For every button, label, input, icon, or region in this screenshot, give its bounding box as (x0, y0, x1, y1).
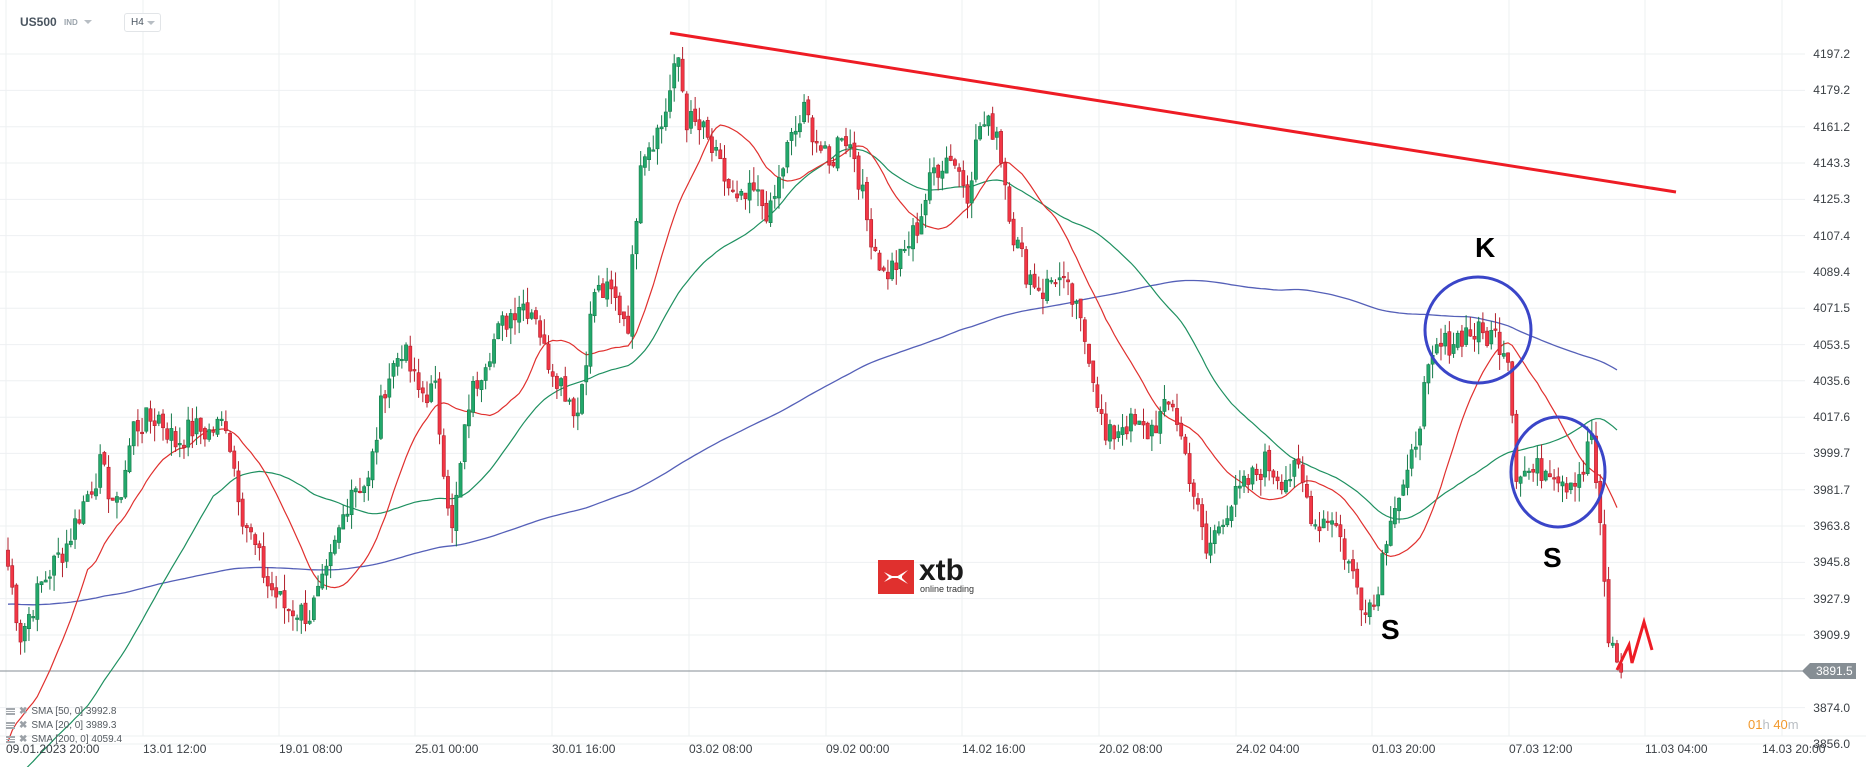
price-axis-label: 4197.2 (1813, 47, 1850, 61)
time-axis-label: 09.02 00:00 (826, 742, 890, 756)
time-axis-label: 19.01 08:00 (279, 742, 343, 756)
logo-brand: xtb (919, 554, 964, 587)
logo-tagline: online trading (920, 584, 975, 594)
annotation-s-right-label: S (1543, 542, 1562, 573)
remove-x-icon[interactable]: ✖ (19, 706, 28, 717)
price-axis-label: 3963.8 (1813, 519, 1850, 533)
remove-x-icon[interactable]: ✖ (19, 734, 28, 745)
sma-200-line (7, 279, 1618, 606)
s-circle-annotation[interactable] (1509, 415, 1607, 529)
projection-squiggle[interactable] (1615, 616, 1654, 671)
sma-50-line (26, 148, 1618, 767)
time-axis-label: 14.03 20:00 (1762, 742, 1826, 756)
indicator-label: SMA [20, 0] 3989.3 (31, 720, 117, 731)
symbol-type: IND (64, 18, 78, 27)
resistance-trendline[interactable] (669, 31, 1677, 194)
time-axis-label: 24.02 04:00 (1236, 742, 1300, 756)
price-axis-label: 4107.4 (1813, 228, 1850, 243)
time-axis-label: 13.01 12:00 (143, 742, 207, 756)
price-axis-label: 4161.2 (1813, 119, 1850, 134)
indicator-legend-sma200[interactable]: ✖ SMA [200, 0] 4059.4 (6, 733, 122, 746)
current-price-tag: 3891.5 (1802, 663, 1856, 679)
timeframe-caret-icon (147, 21, 155, 25)
time-axis-label: 07.03 12:00 (1509, 742, 1573, 756)
annotation-k-label: K (1475, 232, 1496, 263)
time-axis-label: 03.02 08:00 (689, 742, 753, 756)
sma-20-line (7, 124, 1618, 742)
indicator-legend-sma20[interactable]: ✖ SMA [20, 0] 3989.3 (6, 719, 116, 732)
settings-lines-icon[interactable] (6, 722, 15, 729)
price-axis-label: 4179.2 (1813, 83, 1850, 98)
time-axis-label: 30.01 16:00 (552, 742, 616, 756)
countdown-minutes: 40 (1773, 717, 1788, 732)
time-axis-label: 01.03 20:00 (1372, 742, 1436, 756)
price-axis-label: 3981.7 (1813, 482, 1850, 497)
time-axis-label: 09.01.2023 20:00 (6, 742, 100, 756)
price-axis-label: 3909.9 (1813, 628, 1850, 642)
price-axis-label: 3874.0 (1813, 700, 1850, 715)
timeframe-value: H4 (131, 17, 144, 28)
price-axis-label: 4053.5 (1813, 337, 1850, 352)
k-circle-annotation[interactable] (1423, 275, 1533, 385)
indicator-label: SMA [50, 0] 3992.8 (31, 706, 117, 717)
candlestick-series (6, 46, 1624, 679)
xtb-logo: xtb online trading (878, 554, 986, 594)
countdown-minutes-unit: m (1787, 717, 1799, 732)
remove-x-icon[interactable]: ✖ (19, 720, 28, 731)
time-axis-label: 14.02 16:00 (962, 742, 1026, 756)
price-axis-label: 4143.3 (1813, 156, 1850, 170)
countdown-hours-unit: h (1762, 717, 1770, 732)
indicator-legend-sma50[interactable]: ✖ SMA [50, 0] 3992.8 (6, 705, 116, 718)
logo-mark (878, 560, 914, 594)
timeframe-selector[interactable]: H4 (124, 13, 161, 32)
price-axis-label: 3999.7 (1813, 446, 1850, 461)
price-axis-label: 4017.6 (1813, 410, 1850, 425)
price-axis-label: 3945.8 (1813, 555, 1850, 570)
price-axis-label: 3927.9 (1813, 591, 1850, 606)
price-axis-label: 4035.6 (1813, 373, 1850, 388)
settings-lines-icon[interactable] (6, 736, 15, 743)
price-axis-label: 4089.4 (1813, 265, 1850, 279)
settings-lines-icon[interactable] (6, 708, 15, 715)
countdown-hours: 01 (1748, 717, 1763, 732)
logo-x-icon (884, 570, 908, 584)
time-axis-label: 20.02 08:00 (1099, 742, 1163, 756)
chart-grid (0, 0, 1866, 745)
symbol-dropdown-caret-icon[interactable] (84, 20, 92, 24)
price-axis-label: 4125.3 (1813, 192, 1850, 207)
symbol-name[interactable]: US500 (20, 15, 57, 29)
candle-countdown: 01h 40m (1748, 717, 1799, 732)
indicator-label: SMA [200, 0] 4059.4 (31, 734, 123, 745)
price-axis-label: 3856.0 (1813, 737, 1850, 751)
time-axis-label: 25.01 00:00 (415, 742, 479, 756)
time-axis-label: 11.03 04:00 (1645, 742, 1708, 756)
annotation-s-left-label: S (1381, 614, 1400, 645)
price-axis-label: 4071.5 (1813, 301, 1850, 316)
